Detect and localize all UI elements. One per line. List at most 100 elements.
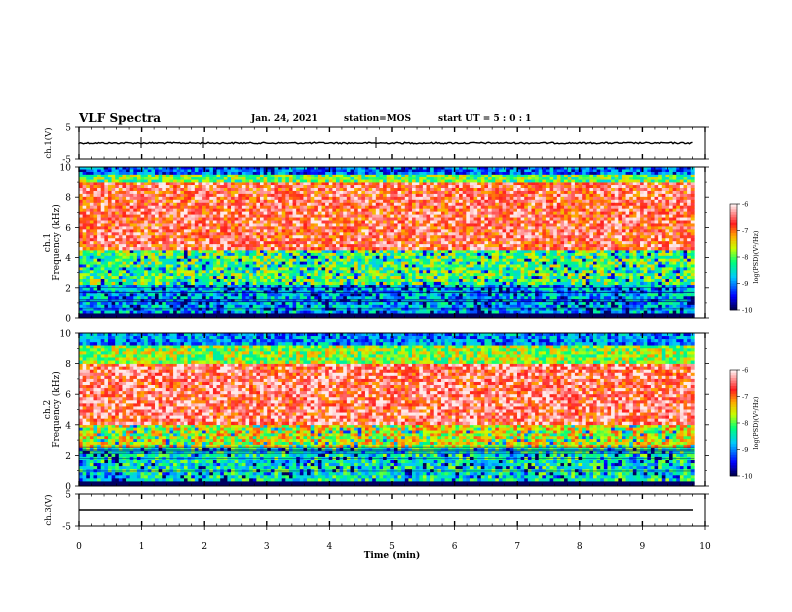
spectrogram-cell xyxy=(343,276,348,280)
spectrogram-cell xyxy=(545,304,550,309)
spectrogram-cell xyxy=(325,281,330,286)
spectrogram-cell xyxy=(679,193,684,198)
spectrogram-cell xyxy=(115,264,120,268)
spectrogram-cell xyxy=(589,193,594,198)
spectrogram-cell xyxy=(571,255,576,260)
spectrogram-cell xyxy=(241,182,246,186)
spectrogram-cell xyxy=(672,287,677,291)
spectrogram-cell xyxy=(390,278,395,283)
spectrogram-cell xyxy=(448,270,453,274)
spectrogram-cell xyxy=(321,267,326,271)
spectrogram-cell xyxy=(165,284,170,288)
spectrogram-cell xyxy=(683,250,688,254)
spectrogram-cell xyxy=(100,190,105,195)
spectrogram-cell xyxy=(234,270,239,274)
spectrogram-cell xyxy=(386,270,391,274)
spectrogram-cell xyxy=(198,281,203,286)
spectrogram-cell xyxy=(328,182,333,186)
spectrogram-cell xyxy=(488,255,492,260)
spectrogram-cell xyxy=(173,264,178,268)
spectrogram-cell xyxy=(404,281,409,286)
spectrogram-cell xyxy=(383,293,387,297)
spectrogram-cell xyxy=(665,190,670,195)
spectrogram-cell xyxy=(364,264,369,268)
spectrogram-cell xyxy=(502,188,507,192)
spectrogram-cell xyxy=(632,281,637,286)
spectrogram-cell xyxy=(647,267,652,271)
spectrogram-cell xyxy=(303,196,308,201)
spectrogram-cell xyxy=(303,296,308,300)
spectrogram-cell xyxy=(509,278,514,283)
spectrogram-cell xyxy=(477,284,482,288)
spectrogram-cell xyxy=(252,307,257,311)
spectrogram-cell xyxy=(535,185,540,189)
spectrogram-cell xyxy=(299,193,304,198)
spectrogram-cell xyxy=(600,250,605,254)
spectrogram-cell xyxy=(336,267,340,271)
spectrogram-cell xyxy=(111,193,116,198)
spectrogram-cell xyxy=(267,193,272,198)
spectrogram-cell xyxy=(383,310,387,314)
spectrogram-cell xyxy=(679,304,684,309)
spectrogram-cell xyxy=(607,307,612,311)
spectrogram-cell xyxy=(263,270,268,274)
spectrogram-cell xyxy=(292,193,297,198)
spectrogram-cell xyxy=(245,270,250,274)
spectrogram-cell xyxy=(343,267,348,271)
spectrogram-cell xyxy=(375,287,380,291)
spectrogram-cell xyxy=(144,182,149,186)
spectrogram-cell xyxy=(314,296,319,300)
spectrogram-cell xyxy=(647,264,652,268)
spectrogram-cell xyxy=(397,190,402,195)
spectrogram-cell xyxy=(278,267,283,271)
spectrogram-cell xyxy=(173,281,178,286)
spectrogram-cell xyxy=(165,273,170,277)
spectrogram-cell xyxy=(198,193,203,198)
spectrogram-cell xyxy=(198,196,203,201)
spectrogram-cell xyxy=(643,252,648,257)
spectrogram-cell xyxy=(480,188,485,192)
spectrogram-cell xyxy=(618,267,623,271)
spectrogram-cell xyxy=(397,193,402,198)
spectrogram-cell xyxy=(325,278,330,283)
spectrogram-cell xyxy=(336,287,340,291)
spectrogram-cell xyxy=(488,185,492,189)
spectrogram-cell xyxy=(115,258,120,262)
spectrogram-cell xyxy=(426,273,431,277)
spectrogram-cell xyxy=(687,261,692,265)
spectrogram-cell xyxy=(314,188,319,192)
spectrogram-cell xyxy=(314,264,319,268)
spectrogram-cell xyxy=(527,193,532,198)
spectrogram-cell xyxy=(281,190,286,195)
spectrogram-cell xyxy=(574,190,579,195)
spectrogram-cell xyxy=(422,304,427,309)
spectrogram-cell xyxy=(187,284,192,288)
spectrogram-cell xyxy=(690,190,695,195)
spectrogram-cell xyxy=(603,182,608,186)
spectrogram-cell xyxy=(263,258,268,262)
spectrogram-cell xyxy=(238,267,243,271)
spectrogram-cell xyxy=(676,281,681,286)
spectrogram-cell xyxy=(321,296,326,300)
spectrogram-cell xyxy=(509,267,514,271)
spectrogram-cell xyxy=(571,193,576,198)
spectrogram-cell xyxy=(111,252,116,257)
spectrogram-cell xyxy=(469,296,474,300)
spectrogram-cell xyxy=(368,273,373,277)
spectrogram-cell xyxy=(564,284,568,288)
spectrogram-cell xyxy=(259,267,264,271)
spectrogram-cell xyxy=(350,293,355,297)
spectrogram-cell xyxy=(227,304,232,309)
spectrogram-cell xyxy=(462,190,467,195)
spectrogram-cell xyxy=(531,258,536,262)
spectrogram-cell xyxy=(180,261,185,265)
spectrogram-cell xyxy=(151,281,156,286)
spectrogram-cell xyxy=(332,307,337,311)
spectrogram-cell xyxy=(202,304,206,309)
spectrogram-cell xyxy=(176,261,181,265)
spectrogram-cell xyxy=(422,293,427,297)
spectrogram-cell xyxy=(589,296,594,300)
spectrogram-cell xyxy=(469,267,474,271)
spectrogram-cell xyxy=(585,278,590,283)
spectrogram-cell xyxy=(194,255,199,260)
